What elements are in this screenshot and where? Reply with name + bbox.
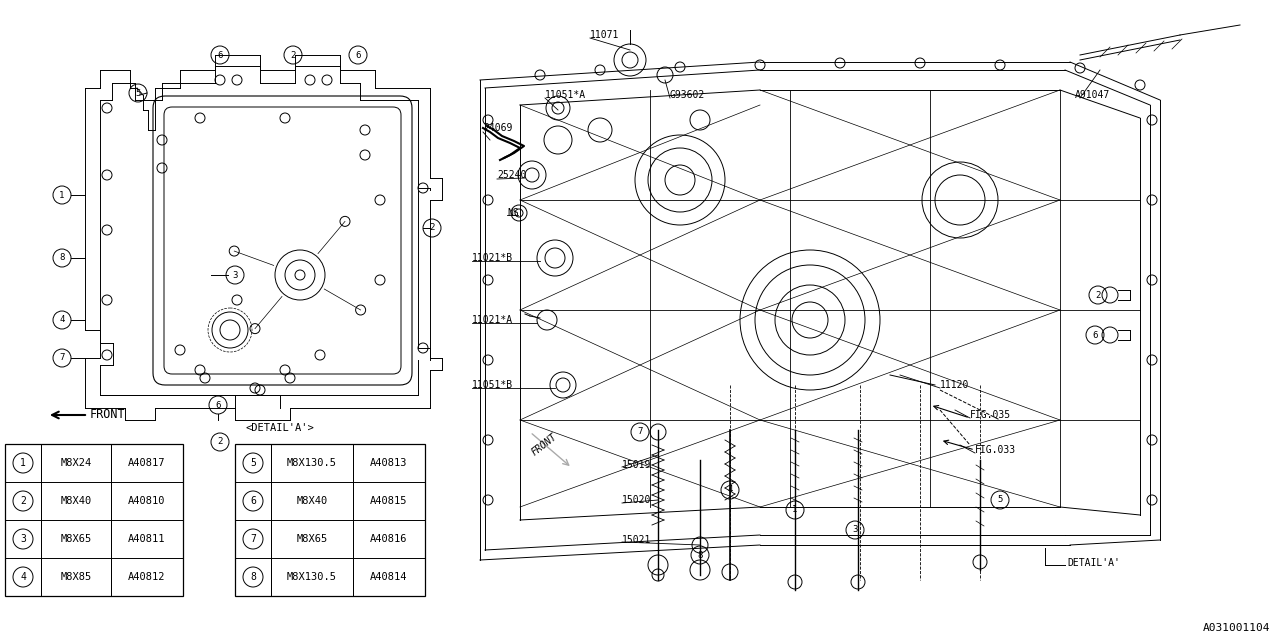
Text: 11021*B: 11021*B xyxy=(472,253,513,263)
Text: 8: 8 xyxy=(250,572,256,582)
Text: 3: 3 xyxy=(20,534,26,544)
Text: 11071: 11071 xyxy=(590,30,620,40)
Text: NS: NS xyxy=(507,208,518,218)
Text: 4: 4 xyxy=(20,572,26,582)
Text: G93602: G93602 xyxy=(669,90,705,100)
Text: 6: 6 xyxy=(218,51,223,60)
Text: FRONT: FRONT xyxy=(90,408,125,422)
Text: A40816: A40816 xyxy=(370,534,408,544)
Text: A40810: A40810 xyxy=(128,496,165,506)
Text: 2: 2 xyxy=(291,51,296,60)
Text: A40815: A40815 xyxy=(370,496,408,506)
Text: FIG.033: FIG.033 xyxy=(975,445,1016,455)
Text: 3: 3 xyxy=(232,271,238,280)
Text: A40812: A40812 xyxy=(128,572,165,582)
Text: 15021: 15021 xyxy=(622,535,652,545)
Text: 11051*A: 11051*A xyxy=(545,90,586,100)
Text: 1: 1 xyxy=(792,506,797,515)
Text: A40813: A40813 xyxy=(370,458,408,468)
Text: 5: 5 xyxy=(250,458,256,468)
Text: 1: 1 xyxy=(59,191,65,200)
Text: 6: 6 xyxy=(250,496,256,506)
Text: A40817: A40817 xyxy=(128,458,165,468)
Text: M8X130.5: M8X130.5 xyxy=(287,572,337,582)
Text: 4: 4 xyxy=(727,486,732,495)
Text: M8X130.5: M8X130.5 xyxy=(287,458,337,468)
Text: M8X65: M8X65 xyxy=(297,534,328,544)
Text: <DETAIL'A'>: <DETAIL'A'> xyxy=(246,423,315,433)
Text: 2: 2 xyxy=(218,438,223,447)
Text: M8X65: M8X65 xyxy=(60,534,92,544)
Text: 7: 7 xyxy=(59,353,65,362)
Text: 5: 5 xyxy=(136,88,141,97)
Text: 11120: 11120 xyxy=(940,380,969,390)
Text: A031001104: A031001104 xyxy=(1202,623,1270,633)
Text: 6: 6 xyxy=(1092,330,1098,339)
Text: 1: 1 xyxy=(20,458,26,468)
Text: 8: 8 xyxy=(698,550,703,559)
Text: M8X40: M8X40 xyxy=(297,496,328,506)
Text: A91047: A91047 xyxy=(1075,90,1110,100)
Text: 6: 6 xyxy=(356,51,361,60)
Text: A40814: A40814 xyxy=(370,572,408,582)
Text: M8X24: M8X24 xyxy=(60,458,92,468)
Text: 6: 6 xyxy=(215,401,220,410)
Text: 11051*B: 11051*B xyxy=(472,380,513,390)
Text: DETAIL'A': DETAIL'A' xyxy=(1068,558,1120,568)
Text: 2: 2 xyxy=(1096,291,1101,300)
Text: 11021*A: 11021*A xyxy=(472,315,513,325)
Text: 4: 4 xyxy=(59,316,65,324)
Text: 3: 3 xyxy=(852,525,858,534)
Text: 8: 8 xyxy=(59,253,65,262)
Bar xyxy=(236,444,425,596)
Text: M8X40: M8X40 xyxy=(60,496,92,506)
Bar xyxy=(5,444,183,596)
Text: 24069: 24069 xyxy=(483,123,512,133)
Text: 7: 7 xyxy=(637,428,643,436)
Text: M8X85: M8X85 xyxy=(60,572,92,582)
Text: 15020: 15020 xyxy=(622,495,652,505)
Text: FIG.035: FIG.035 xyxy=(970,410,1011,420)
Text: 25240: 25240 xyxy=(497,170,526,180)
Text: 2: 2 xyxy=(429,223,435,232)
Text: FRONT: FRONT xyxy=(530,432,559,458)
Text: 5: 5 xyxy=(997,495,1002,504)
Text: 2: 2 xyxy=(20,496,26,506)
Text: 15019: 15019 xyxy=(622,460,652,470)
Text: A40811: A40811 xyxy=(128,534,165,544)
Text: 7: 7 xyxy=(250,534,256,544)
